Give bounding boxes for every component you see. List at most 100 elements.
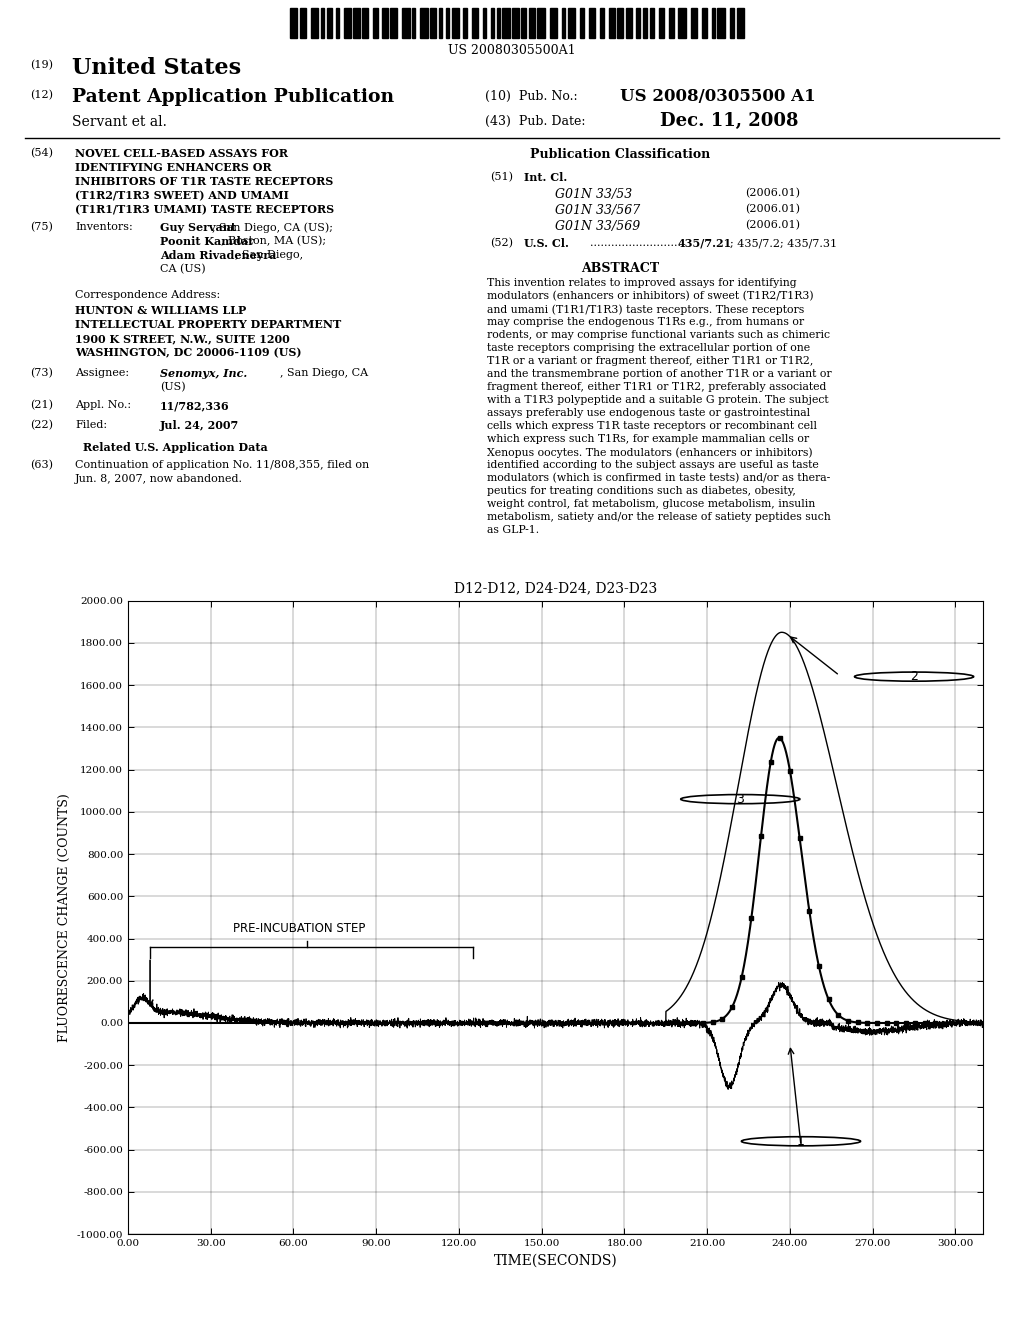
Text: (54): (54): [30, 148, 53, 158]
Y-axis label: FLUORESCENCE CHANGE (COUNTS): FLUORESCENCE CHANGE (COUNTS): [58, 793, 71, 1041]
Bar: [568, 8, 575, 38]
Bar: [490, 8, 494, 38]
Bar: [712, 8, 715, 38]
Text: G01N 33/569: G01N 33/569: [555, 220, 640, 234]
Text: NOVEL CELL-BASED ASSAYS FOR: NOVEL CELL-BASED ASSAYS FOR: [75, 148, 288, 158]
Text: (T1R2/T1R3 SWEET) AND UMAMI: (T1R2/T1R3 SWEET) AND UMAMI: [75, 190, 289, 201]
Bar: [321, 8, 324, 38]
Bar: [626, 8, 632, 38]
Bar: [463, 8, 467, 38]
Text: Senomyx, Inc.: Senomyx, Inc.: [160, 368, 247, 379]
Text: Servant et al.: Servant et al.: [72, 115, 167, 129]
Text: (12): (12): [30, 90, 53, 100]
Text: Continuation of application No. 11/808,355, filed on: Continuation of application No. 11/808,3…: [75, 459, 370, 470]
Text: , San Diego, CA: , San Diego, CA: [280, 368, 368, 378]
Text: Related U.S. Application Data: Related U.S. Application Data: [83, 442, 267, 453]
Text: and umami (T1R1/T1R3) taste receptors. These receptors: and umami (T1R1/T1R3) taste receptors. T…: [487, 304, 804, 314]
Text: (19): (19): [30, 59, 53, 70]
Text: U.S. Cl.: U.S. Cl.: [524, 238, 569, 249]
Text: This invention relates to improved assays for identifying: This invention relates to improved assay…: [487, 279, 797, 288]
Text: (43)  Pub. Date:: (43) Pub. Date:: [485, 115, 586, 128]
Text: 435/7.21: 435/7.21: [678, 238, 732, 249]
Bar: [562, 8, 565, 38]
Text: Xenopus oocytes. The modulators (enhancers or inhibitors): Xenopus oocytes. The modulators (enhance…: [487, 447, 813, 458]
Bar: [483, 8, 486, 38]
Bar: [580, 8, 584, 38]
Text: with a T1R3 polypeptide and a suitable G protein. The subject: with a T1R3 polypeptide and a suitable G…: [487, 395, 828, 405]
Text: , Boston, MA (US);: , Boston, MA (US);: [221, 236, 327, 247]
Text: INHIBITORS OF T1R TASTE RECEPTORS: INHIBITORS OF T1R TASTE RECEPTORS: [75, 176, 333, 187]
Text: , San Diego, CA (US);: , San Diego, CA (US);: [212, 222, 333, 232]
Text: US 2008/0305500 A1: US 2008/0305500 A1: [620, 88, 816, 106]
Text: identified according to the subject assays are useful as taste: identified according to the subject assa…: [487, 459, 819, 470]
Bar: [430, 8, 436, 38]
Text: which express such T1Rs, for example mammalian cells or: which express such T1Rs, for example mam…: [487, 434, 809, 444]
Text: US 20080305500A1: US 20080305500A1: [449, 44, 575, 57]
Bar: [521, 8, 526, 38]
Text: ABSTRACT: ABSTRACT: [581, 261, 659, 275]
Text: Inventors:: Inventors:: [75, 222, 133, 232]
Bar: [420, 8, 428, 38]
Text: Jun. 8, 2007, now abandoned.: Jun. 8, 2007, now abandoned.: [75, 474, 243, 484]
Bar: [362, 8, 368, 38]
Text: 11/782,336: 11/782,336: [160, 400, 229, 411]
Text: Filed:: Filed:: [75, 420, 108, 430]
Text: may comprise the endogenous T1Rs e.g., from humans or: may comprise the endogenous T1Rs e.g., f…: [487, 317, 804, 327]
Bar: [497, 8, 500, 38]
Text: (2006.01): (2006.01): [745, 187, 800, 198]
Text: Publication Classification: Publication Classification: [529, 148, 710, 161]
Text: Appl. No.:: Appl. No.:: [75, 400, 131, 411]
Bar: [650, 8, 654, 38]
Text: (10)  Pub. No.:: (10) Pub. No.:: [485, 90, 578, 103]
Text: T1R or a variant or fragment thereof, either T1R1 or T1R2,: T1R or a variant or fragment thereof, ei…: [487, 356, 813, 366]
Text: (75): (75): [30, 222, 53, 232]
Text: Jul. 24, 2007: Jul. 24, 2007: [160, 420, 240, 432]
Text: WASHINGTON, DC 20006-1109 (US): WASHINGTON, DC 20006-1109 (US): [75, 347, 301, 358]
Text: (22): (22): [30, 420, 53, 430]
Text: Correspondence Address:: Correspondence Address:: [75, 290, 220, 300]
Text: Guy Servant: Guy Servant: [160, 222, 236, 234]
Bar: [402, 8, 410, 38]
Text: PRE-INCUBATION STEP: PRE-INCUBATION STEP: [232, 921, 366, 935]
Text: modulators (enhancers or inhibitors) of sweet (T1R2/T1R3): modulators (enhancers or inhibitors) of …: [487, 290, 814, 301]
Text: (52): (52): [490, 238, 513, 248]
Text: CA (US): CA (US): [160, 264, 206, 275]
Bar: [512, 8, 519, 38]
Bar: [446, 8, 449, 38]
Text: Patent Application Publication: Patent Application Publication: [72, 88, 394, 106]
Text: taste receptors comprising the extracellular portion of one: taste receptors comprising the extracell…: [487, 343, 810, 352]
Bar: [502, 8, 510, 38]
Bar: [290, 8, 297, 38]
Text: ; 435/7.2; 435/7.31: ; 435/7.2; 435/7.31: [730, 238, 838, 248]
Text: G01N 33/567: G01N 33/567: [555, 205, 640, 216]
Text: Adam Rivadeneyra: Adam Rivadeneyra: [160, 249, 276, 261]
Text: assays preferably use endogenous taste or gastrointestinal: assays preferably use endogenous taste o…: [487, 408, 810, 418]
Bar: [336, 8, 339, 38]
Bar: [472, 8, 478, 38]
Bar: [537, 8, 545, 38]
Title: D12-D12, D24-D24, D23-D23: D12-D12, D24-D24, D23-D23: [454, 581, 657, 595]
Text: HUNTON & WILLIAMS LLP: HUNTON & WILLIAMS LLP: [75, 305, 246, 315]
Text: and the transmembrane portion of another T1R or a variant or: and the transmembrane portion of another…: [487, 370, 831, 379]
Text: IDENTIFYING ENHANCERS OR: IDENTIFYING ENHANCERS OR: [75, 162, 271, 173]
Text: (51): (51): [490, 172, 513, 182]
Text: Int. Cl.: Int. Cl.: [524, 172, 567, 183]
X-axis label: TIME(SECONDS): TIME(SECONDS): [494, 1254, 617, 1267]
Bar: [678, 8, 686, 38]
Text: , San Diego,: , San Diego,: [236, 249, 303, 260]
Text: United States: United States: [72, 57, 241, 79]
Bar: [600, 8, 604, 38]
Text: as GLP-1.: as GLP-1.: [487, 525, 539, 535]
Bar: [327, 8, 332, 38]
Text: metabolism, satiety and/or the release of satiety peptides such: metabolism, satiety and/or the release o…: [487, 512, 830, 521]
Bar: [659, 8, 664, 38]
Text: weight control, fat metabolism, glucose metabolism, insulin: weight control, fat metabolism, glucose …: [487, 499, 815, 510]
Text: Assignee:: Assignee:: [75, 368, 129, 378]
Text: (73): (73): [30, 368, 53, 379]
Bar: [390, 8, 397, 38]
Bar: [617, 8, 623, 38]
Bar: [730, 8, 734, 38]
Text: rodents, or may comprise functional variants such as chimeric: rodents, or may comprise functional vari…: [487, 330, 830, 341]
Bar: [669, 8, 674, 38]
Text: (63): (63): [30, 459, 53, 470]
